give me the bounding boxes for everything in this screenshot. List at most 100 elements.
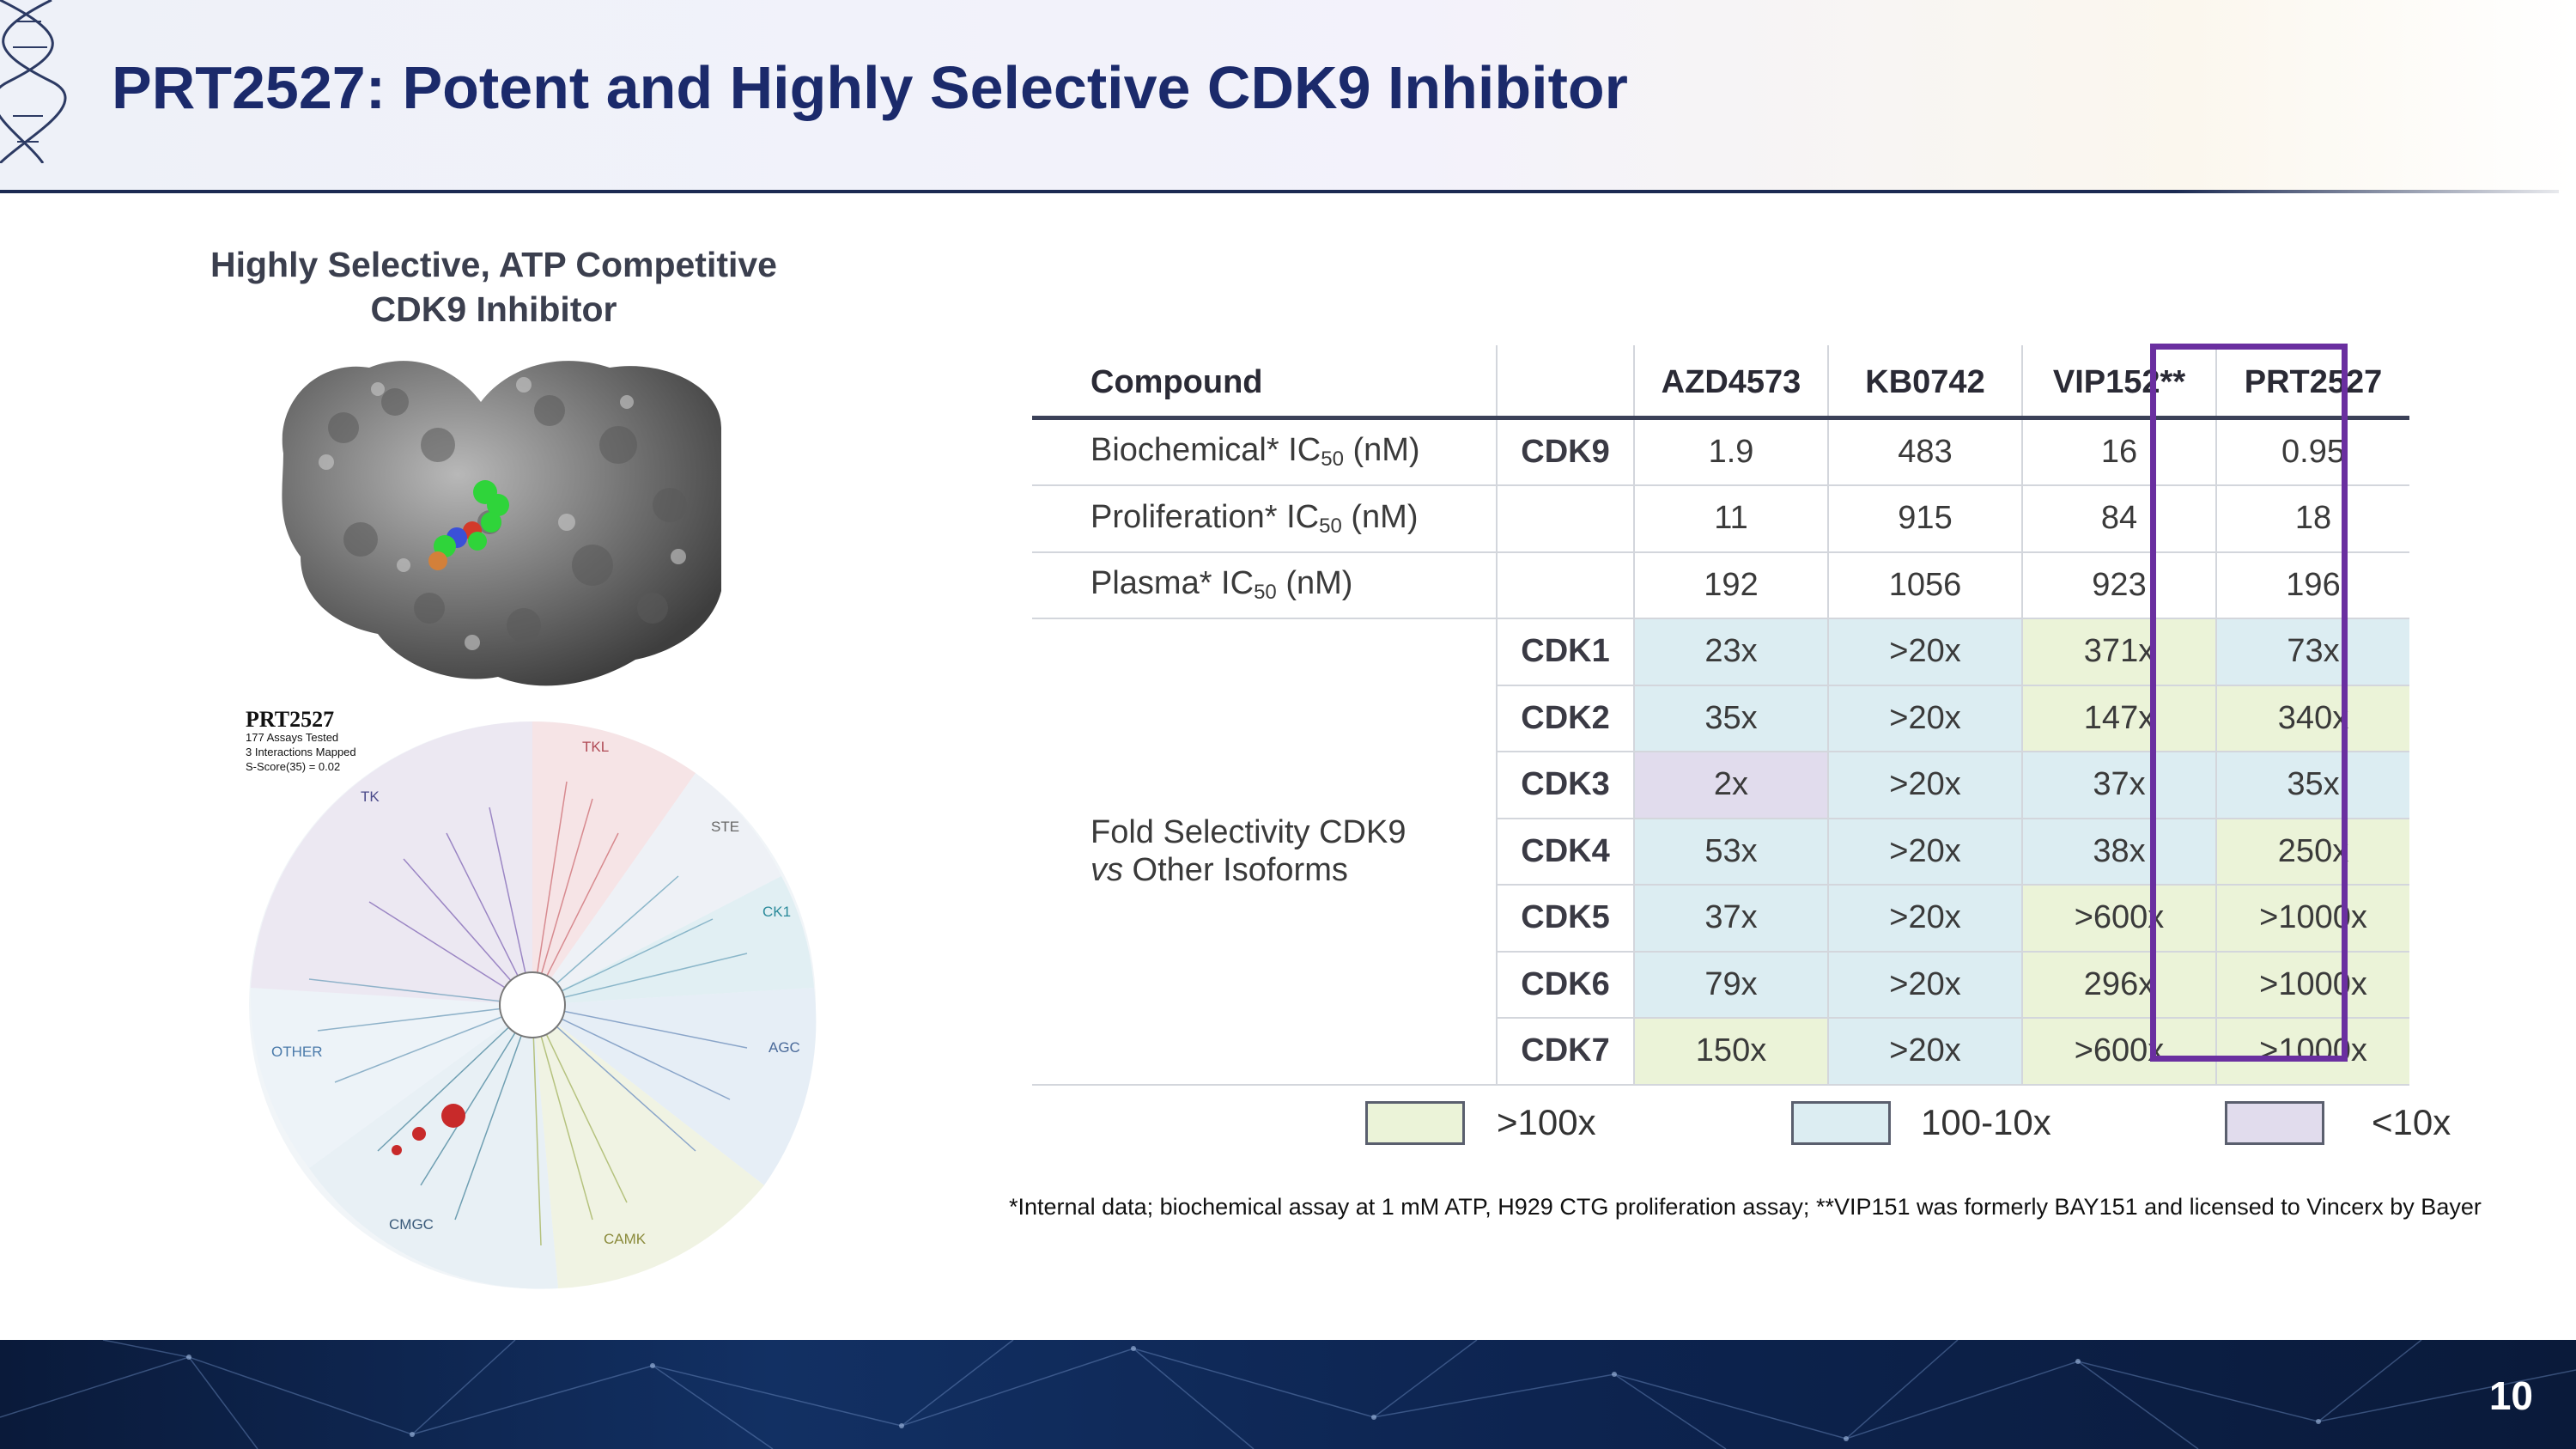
cell-value: 296x: [2021, 951, 2216, 1019]
kinome-tree-image: [249, 721, 817, 1289]
cell-value: >600x: [2021, 885, 2216, 953]
legend-swatch-purple: [2225, 1101, 2324, 1145]
row-target: [1496, 485, 1634, 553]
network-pattern-image: [0, 1340, 2576, 1449]
row-target: CDK5: [1496, 885, 1634, 953]
cell-value: >1000x: [2215, 1018, 2409, 1086]
table-row: CDK5 37x >20x >600x >1000x: [1032, 885, 2409, 953]
cell-value: 150x: [1633, 1018, 1828, 1086]
table-row: CDK2 35x >20x 147x 340x: [1032, 685, 2409, 752]
footer-band: [0, 1340, 2576, 1449]
cell-value: 73x: [2215, 618, 2409, 686]
cell-value: >20x: [1827, 951, 2022, 1019]
cell-value: 147x: [2021, 685, 2216, 752]
cell-value: 0.95: [2215, 417, 2409, 486]
header-band: [0, 0, 2576, 191]
fold-label-line2: vs Other Isoforms: [1091, 852, 1348, 889]
family-label-tk: TK: [361, 788, 380, 805]
table-row: Biochemical* IC50 (nM) CDK9 1.9 483 16 0…: [1032, 417, 2409, 486]
table-row: CDK7 150x >20x >600x >1000x: [1032, 1018, 2409, 1086]
cell-value: 37x: [2021, 752, 2216, 819]
protein-structure-image: [282, 361, 721, 686]
kinome-interactions: 3 Interactions Mapped: [246, 746, 356, 758]
table-row: Plasma* IC50 (nM) 192 1056 923 196: [1032, 551, 2409, 619]
dna-helix-icon: [0, 0, 67, 163]
legend-label-blue: 100-10x: [1921, 1102, 2051, 1142]
cell-value: 79x: [1633, 951, 1828, 1019]
cell-value: >600x: [2021, 1018, 2216, 1086]
prt2527-highlight-box: [2150, 344, 2348, 1062]
cell-value: >20x: [1827, 818, 2022, 886]
footnote: *Internal data; biochemical assay at 1 m…: [1009, 1194, 2482, 1220]
table-row: CDK4 53x >20x 38x 250x: [1032, 818, 2409, 886]
cell-value: 2x: [1633, 752, 1828, 819]
cell-value: 35x: [2215, 752, 2409, 819]
cell-value: 915: [1827, 485, 2022, 553]
cell-value: >20x: [1827, 752, 2022, 819]
cell-value: 192: [1633, 551, 1828, 619]
cell-value: 483: [1827, 417, 2022, 486]
cell-value: 38x: [2021, 818, 2216, 886]
family-label-agc: AGC: [769, 1039, 800, 1056]
cell-value: >1000x: [2215, 885, 2409, 953]
table-row: Proliferation* IC50 (nM) 11 915 84 18: [1032, 485, 2409, 553]
table-row: CDK6 79x >20x 296x >1000x: [1032, 951, 2409, 1019]
family-label-tkl: TKL: [582, 739, 610, 755]
header-compound: Compound: [1032, 345, 1497, 420]
cell-value: >20x: [1827, 618, 2022, 686]
row-target: CDK6: [1496, 951, 1634, 1019]
cell-value: 18: [2215, 485, 2409, 553]
cell-value: 35x: [1633, 685, 1828, 752]
family-label-ck1: CK1: [762, 904, 792, 920]
cell-value: >1000x: [2215, 951, 2409, 1019]
table-header-row: Compound AZD4573 KB0742 VIP152** PRT2527: [1032, 345, 2409, 420]
legend-label-green: >100x: [1497, 1102, 1596, 1142]
cell-value: 11: [1633, 485, 1828, 553]
cell-value: 53x: [1633, 818, 1828, 886]
family-label-camk: CAMK: [604, 1231, 647, 1247]
compound-table: Compound AZD4573 KB0742 VIP152** PRT2527…: [1032, 345, 2409, 1086]
cell-value: 1.9: [1633, 417, 1828, 486]
header-vip152: VIP152**: [2021, 345, 2216, 420]
row-target: [1496, 551, 1634, 619]
page-number: 10: [2488, 1373, 2533, 1418]
header-target: [1496, 345, 1634, 420]
cell-value: >20x: [1827, 885, 2022, 953]
header-kb0742: KB0742: [1827, 345, 2022, 420]
fold-label-line1: Fold Selectivity CDK9: [1091, 814, 1406, 851]
header-azd4573: AZD4573: [1633, 345, 1828, 420]
row-target: CDK9: [1496, 417, 1634, 486]
cell-value: 340x: [2215, 685, 2409, 752]
cell-value: 16: [2021, 417, 2216, 486]
cell-value: >20x: [1827, 685, 2022, 752]
family-label-ste: STE: [711, 819, 740, 835]
kinome-assays: 177 Assays Tested: [246, 731, 339, 744]
row-label: Biochemical* IC50 (nM): [1032, 417, 1497, 486]
cell-value: 84: [2021, 485, 2216, 553]
cell-value: 37x: [1633, 885, 1828, 953]
fold-selectivity-label: Fold Selectivity CDK9 vs Other Isoforms: [1032, 618, 1497, 1086]
cell-value: 250x: [2215, 818, 2409, 886]
row-target: CDK4: [1496, 818, 1634, 886]
row-label: Plasma* IC50 (nM): [1032, 551, 1497, 619]
row-target: CDK2: [1496, 685, 1634, 752]
family-label-cmgc: CMGC: [389, 1216, 434, 1233]
cell-value: 923: [2021, 551, 2216, 619]
row-label: Proliferation* IC50 (nM): [1032, 485, 1497, 553]
cell-value: 23x: [1633, 618, 1828, 686]
row-target: CDK1: [1496, 618, 1634, 686]
left-heading-line2: CDK9 Inhibitor: [370, 289, 617, 329]
left-heading-line1: Highly Selective, ATP Competitive: [210, 245, 777, 284]
cell-value: 371x: [2021, 618, 2216, 686]
legend-label-purple: <10x: [2372, 1102, 2451, 1142]
left-heading: Highly Selective, ATP Competitive CDK9 I…: [163, 242, 824, 332]
cell-value: >20x: [1827, 1018, 2022, 1086]
row-target: CDK7: [1496, 1018, 1634, 1086]
kinome-score: S-Score(35) = 0.02: [246, 760, 341, 773]
family-label-other: OTHER: [271, 1044, 323, 1060]
row-target: CDK3: [1496, 752, 1634, 819]
cell-value: 196: [2215, 551, 2409, 619]
kinome-compound: PRT2527: [246, 707, 335, 732]
slide-title: PRT2527: Potent and Highly Selective CDK…: [112, 54, 1628, 121]
table-row: Fold Selectivity CDK9 vs Other Isoforms …: [1032, 618, 2409, 1086]
